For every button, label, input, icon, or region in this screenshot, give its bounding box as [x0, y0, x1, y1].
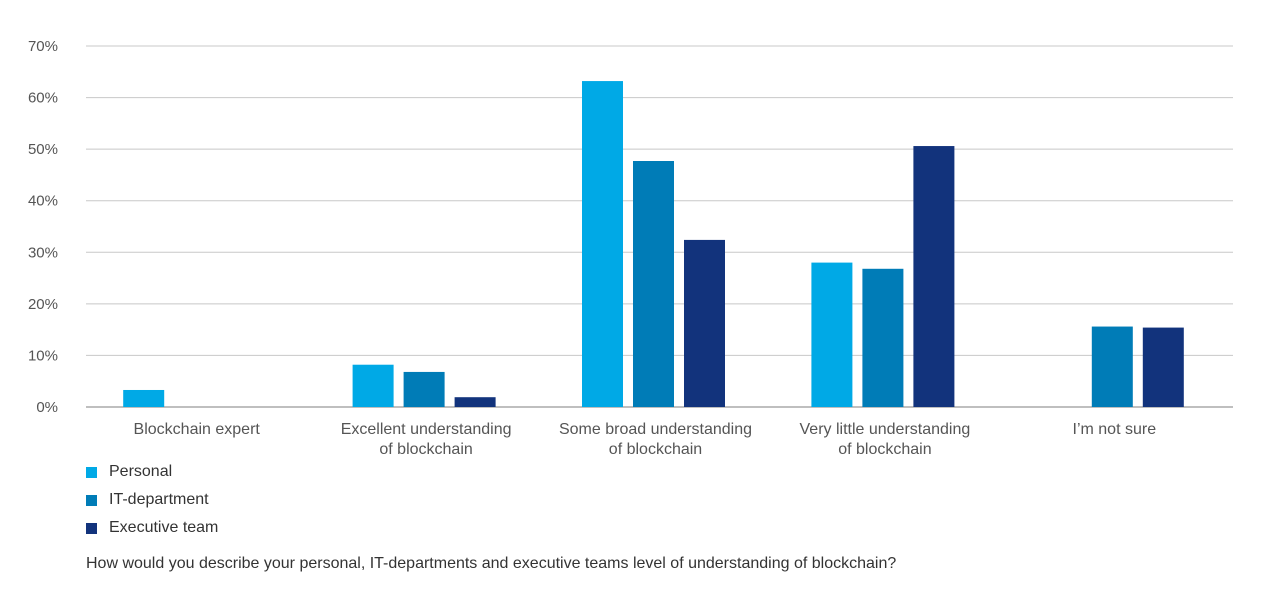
legend-item-it-department: IT-department	[86, 486, 218, 514]
y-tick-label: 50%	[28, 141, 58, 158]
x-tick-label: Excellent understanding of blockchain	[341, 421, 512, 458]
x-tick-label: I’m not sure	[1073, 421, 1157, 438]
bar-executive-team	[684, 239, 725, 407]
bar-it-department	[862, 268, 904, 407]
x-tick-label: Some broad understanding of blockchain	[559, 421, 752, 458]
y-tick-label: 70%	[28, 38, 58, 55]
bar-it-department	[403, 371, 445, 407]
x-tick-label: Very little understanding of blockchain	[800, 421, 971, 458]
legend-label-executive-team: Executive team	[109, 519, 219, 536]
legend: Personal IT-department Executive team	[86, 458, 218, 542]
legend-swatch-executive-team	[86, 522, 97, 534]
legend-label-personal: Personal	[109, 463, 173, 480]
bar-personal	[811, 262, 853, 407]
bar-it-department	[1091, 326, 1133, 407]
y-tick-label: 0%	[36, 399, 58, 416]
bar-personal	[582, 81, 623, 407]
bar-personal	[123, 389, 165, 407]
y-tick-label: 20%	[28, 296, 58, 313]
y-tick-label: 40%	[28, 193, 58, 210]
legend-label-it-department: IT-department	[109, 491, 209, 508]
y-tick-label: 60%	[28, 90, 58, 107]
bar-personal	[352, 364, 394, 407]
legend-item-executive-team: Executive team	[86, 514, 218, 542]
bar-executive-team	[454, 397, 496, 407]
legend-swatch-personal	[86, 466, 97, 478]
legend-swatch-it-department	[86, 494, 97, 506]
y-tick-label: 10%	[28, 347, 58, 364]
bar-executive-team	[1142, 327, 1184, 407]
bar-executive-team	[913, 146, 955, 407]
survey-question: How would you describe your personal, IT…	[86, 555, 897, 572]
legend-item-personal: Personal	[86, 458, 218, 486]
bar-it-department	[633, 161, 674, 407]
x-tick-label: Blockchain expert	[134, 421, 261, 438]
y-tick-label: 30%	[28, 244, 58, 261]
